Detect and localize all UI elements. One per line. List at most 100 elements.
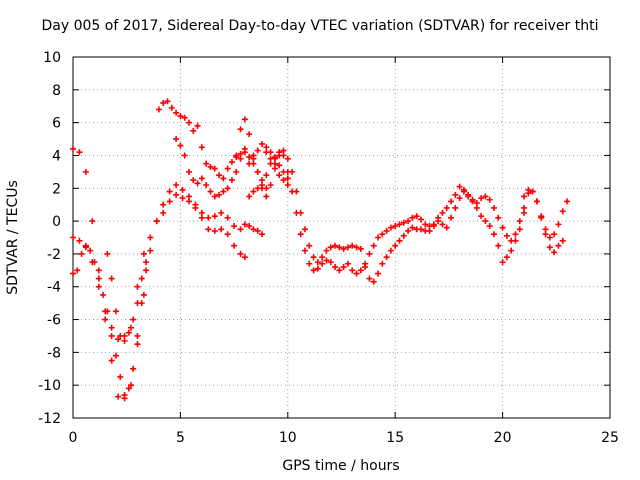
data-point [70, 270, 76, 277]
data-point [181, 114, 188, 121]
data-point [521, 204, 528, 211]
data-point [478, 213, 485, 220]
data-point [220, 175, 227, 182]
data-point [271, 154, 278, 161]
data-point [379, 231, 386, 238]
data-point [297, 231, 304, 238]
data-point [503, 232, 510, 239]
data-point [143, 267, 150, 274]
x-tick-label: 10 [279, 430, 297, 446]
y-tick-label: 10 [43, 50, 61, 66]
data-point [117, 332, 124, 339]
data-point [259, 231, 266, 238]
data-point [112, 308, 119, 315]
data-point [546, 234, 553, 241]
data-point [482, 193, 489, 200]
data-point [224, 165, 231, 172]
data-point [160, 209, 167, 216]
data-point [323, 257, 330, 264]
data-point [542, 226, 549, 233]
data-point [95, 275, 102, 282]
y-tick-label: -8 [47, 345, 61, 361]
data-point [430, 223, 437, 230]
data-point [190, 177, 197, 184]
data-point [357, 245, 364, 252]
data-point [250, 160, 257, 167]
data-point [241, 254, 248, 261]
data-point [108, 357, 115, 364]
data-point [254, 168, 261, 175]
data-point [181, 152, 188, 159]
data-point [250, 152, 257, 159]
data-point [140, 250, 147, 257]
data-point [400, 232, 407, 239]
data-point [499, 259, 506, 266]
data-point [452, 191, 459, 198]
data-point [194, 180, 201, 187]
data-point [516, 218, 523, 225]
data-point [551, 231, 558, 238]
data-point [370, 242, 377, 249]
data-point [104, 308, 111, 315]
data-point [460, 186, 467, 193]
data-point [469, 196, 476, 203]
data-point [218, 226, 225, 233]
data-point [82, 242, 89, 249]
data-point [465, 191, 472, 198]
data-point [127, 324, 134, 331]
data-point [115, 336, 122, 343]
data-point [521, 193, 528, 200]
data-point [405, 218, 412, 225]
data-point [74, 267, 81, 274]
x-tick-label: 20 [494, 430, 512, 446]
data-point [336, 267, 343, 274]
data-point [280, 147, 287, 154]
data-point [353, 270, 360, 277]
data-point [503, 254, 510, 261]
data-point [525, 186, 532, 193]
data-point [512, 231, 519, 238]
data-point [237, 226, 244, 233]
data-point [259, 140, 266, 147]
data-point [456, 183, 463, 190]
data-point [233, 152, 240, 159]
data-point [130, 365, 137, 372]
data-point [211, 213, 218, 220]
data-point [100, 291, 107, 298]
data-point [516, 226, 523, 233]
data-point [366, 275, 373, 282]
data-point [134, 332, 141, 339]
data-point [147, 234, 154, 241]
data-point [375, 270, 382, 277]
plot-frame [72, 56, 611, 419]
data-point [546, 244, 553, 251]
data-point [205, 214, 212, 221]
data-point [237, 155, 244, 162]
data-point [177, 142, 184, 149]
data-point [241, 221, 248, 228]
data-point [482, 218, 489, 225]
data-point [233, 168, 240, 175]
data-point [207, 188, 214, 195]
y-tick-label: -12 [38, 411, 61, 427]
y-axis-label: SDTVAR / TECUs [5, 180, 21, 295]
data-point [263, 193, 270, 200]
data-point [121, 392, 128, 399]
data-point [211, 227, 218, 234]
data-point [192, 201, 199, 208]
data-point [203, 181, 210, 188]
data-point [237, 250, 244, 257]
data-point [396, 237, 403, 244]
data-point [417, 226, 424, 233]
data-point [140, 291, 147, 298]
data-point [353, 244, 360, 251]
x-tick-label: 25 [601, 430, 619, 446]
data-point [486, 196, 493, 203]
data-point [375, 234, 382, 241]
data-point [387, 247, 394, 254]
data-point [246, 131, 253, 138]
data-point [499, 224, 506, 231]
data-point [443, 204, 450, 211]
data-point [254, 185, 261, 192]
data-point [448, 214, 455, 221]
